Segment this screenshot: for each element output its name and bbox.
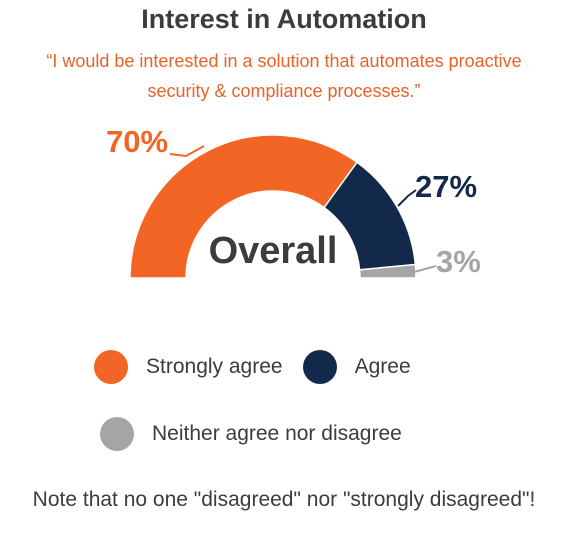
legend-item-strongly-agree: Strongly agree	[94, 350, 283, 384]
gauge-segments	[129, 134, 417, 279]
value-label-neither: 3%	[436, 244, 481, 279]
leader-neither	[413, 265, 437, 273]
legend-swatch-agree	[302, 350, 337, 384]
legend-swatch-strongly-agree	[94, 350, 128, 384]
chart-title: Interest in Automation	[141, 4, 427, 34]
value-label-agree: 27%	[415, 169, 477, 204]
segment-neither	[358, 263, 417, 279]
legend-item-agree: Agree	[302, 350, 411, 384]
gauge-center-label: Overall	[209, 230, 338, 272]
footnote: Note that no one "disagreed" nor "strong…	[32, 488, 536, 511]
legend-label-agree: Agree	[354, 355, 411, 378]
legend-row-1: Strongly agree Agree	[94, 350, 431, 384]
segment-strongly-agree	[129, 134, 359, 279]
legend-label-neither: Neither agree nor disagree	[152, 422, 402, 445]
value-label-strongly-agree: 70%	[106, 124, 168, 159]
leader-agree	[397, 189, 417, 207]
gauge-chart: Overall 70% 27% 3%	[106, 124, 481, 279]
legend-row-2: Neither agree nor disagree	[100, 417, 422, 451]
chart-subtitle: “I would be interested in a solution tha…	[46, 51, 522, 101]
legend-swatch-neither	[100, 417, 134, 451]
legend-label-strongly-agree: Strongly agree	[146, 355, 283, 378]
leader-strongly-agree	[169, 145, 205, 158]
legend-item-neither: Neither agree nor disagree	[100, 417, 402, 451]
label-leaders	[169, 145, 437, 273]
